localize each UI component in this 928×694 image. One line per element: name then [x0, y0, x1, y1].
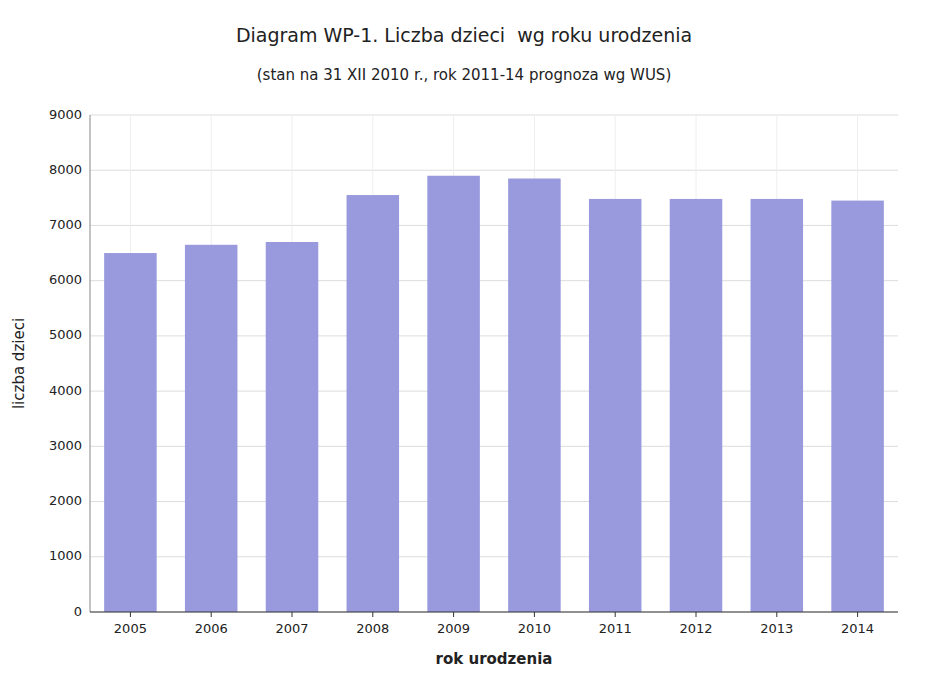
bar [508, 179, 561, 612]
axes: 0 1000 2000 3000 4000 5000 6000 7000 8000 9000 200… [49, 107, 898, 637]
y-axis-label: liczba dzieci [10, 318, 28, 409]
chart-container: 0 1000 2000 3000 4000 5000 6000 7000 8000 9000 200… [0, 0, 928, 694]
bar [266, 242, 319, 612]
x-tick [776, 612, 777, 617]
bar [751, 199, 804, 612]
x-tick [211, 612, 212, 617]
bar [104, 253, 157, 612]
grid [90, 115, 898, 612]
y-axis-line [90, 115, 91, 612]
y-tick-label: 7000 [49, 217, 82, 232]
x-tick [696, 612, 697, 617]
chart-svg: 0 1000 2000 3000 4000 5000 6000 7000 8000 9000 200… [0, 0, 928, 694]
x-tick-label: 2006 [195, 621, 228, 636]
title: Diagram WP-1. Liczba dzieci wg roku urod… [236, 24, 692, 46]
x-tick-label: 2014 [841, 621, 874, 636]
bar [589, 199, 642, 612]
x-tick [857, 612, 858, 617]
bars [104, 176, 884, 612]
bar [831, 201, 884, 612]
y-tick-label: 8000 [49, 162, 82, 177]
x-tick-label: 2009 [437, 621, 470, 636]
bar [670, 199, 723, 612]
y-tick-label: 9000 [49, 107, 82, 122]
x-tick-label: 2011 [599, 621, 632, 636]
y-tick-label: 1000 [49, 548, 82, 563]
x-tick-label: 2008 [356, 621, 389, 636]
x-tick-label: 2010 [518, 621, 551, 636]
x-axis-label: rok urodzenia [436, 650, 553, 668]
x-tick-label: 2007 [275, 621, 308, 636]
x-tick [453, 612, 454, 617]
x-tick [130, 612, 131, 617]
x-tick-label: 2013 [760, 621, 793, 636]
y-tick-label: 6000 [49, 272, 82, 287]
x-tick [372, 612, 373, 617]
x-tick [534, 612, 535, 617]
y-tick-label: 3000 [49, 438, 82, 453]
x-tick [292, 612, 293, 617]
subtitle: (stan na 31 XII 2010 r., rok 2011-14 pro… [257, 66, 672, 84]
bar [185, 245, 238, 612]
bar [347, 195, 400, 612]
x-tick [615, 612, 616, 617]
y-tick-label: 0 [74, 604, 82, 619]
x-tick-label: 2012 [679, 621, 712, 636]
y-tick-label: 2000 [49, 493, 82, 508]
y-tick-label: 5000 [49, 327, 82, 342]
bar [427, 176, 480, 612]
x-tick-label: 2005 [114, 621, 147, 636]
y-tick-label: 4000 [49, 383, 82, 398]
